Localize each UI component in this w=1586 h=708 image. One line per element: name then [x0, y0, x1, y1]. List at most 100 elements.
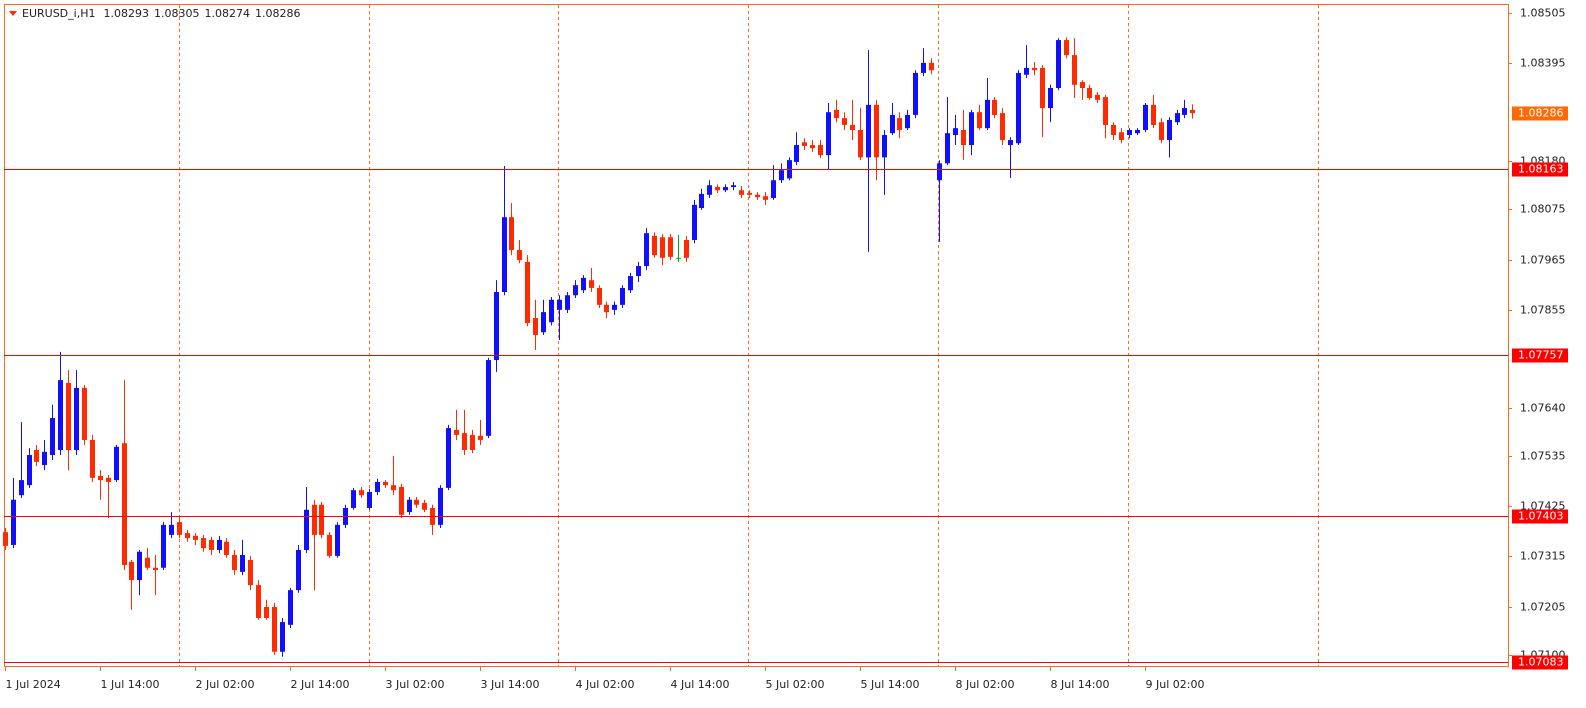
- y-tick-label: 1.08505: [1520, 7, 1566, 20]
- candle-body: [256, 585, 261, 618]
- candle-body: [335, 524, 340, 556]
- candle-body: [502, 217, 507, 293]
- candle-body: [945, 133, 950, 164]
- candle-body: [779, 170, 784, 181]
- candle-body: [185, 533, 190, 539]
- candle-body: [969, 112, 974, 146]
- candle-body: [874, 104, 879, 158]
- candle-body: [1087, 87, 1092, 99]
- price-line-label: 1.07083: [1518, 656, 1564, 669]
- candle-body: [905, 114, 910, 129]
- candle-body: [407, 499, 412, 513]
- y-tick-label: 1.07855: [1520, 304, 1566, 317]
- candle-body: [1111, 124, 1116, 136]
- candle-body: [494, 292, 499, 361]
- candle-body: [1072, 55, 1077, 85]
- candle-body: [42, 451, 47, 466]
- candle-body: [589, 280, 594, 288]
- candle-body: [739, 190, 744, 195]
- candle-body: [224, 541, 229, 555]
- price-line-label: 1.07757: [1518, 349, 1564, 362]
- candle-body: [961, 129, 966, 146]
- candles: [3, 37, 1195, 657]
- price-line-label-box: [1512, 348, 1568, 363]
- x-tick-label: 4 Jul 02:00: [576, 678, 635, 691]
- candle-body: [486, 360, 491, 436]
- header-high: 1.08305: [154, 7, 200, 20]
- candle-body: [1040, 67, 1045, 109]
- candle-body: [1080, 82, 1085, 88]
- candle-body: [264, 607, 269, 618]
- candle-body: [122, 443, 127, 566]
- candle-body: [913, 72, 918, 115]
- candle-body: [454, 429, 459, 435]
- candle-body: [1119, 132, 1124, 141]
- candle-body: [628, 276, 633, 291]
- x-tick-label: 3 Jul 14:00: [481, 678, 540, 691]
- candle-body: [58, 380, 63, 450]
- x-tick-label: 1 Jul 14:00: [101, 678, 160, 691]
- candle-body: [351, 490, 356, 508]
- price-line-label: 1.07403: [1518, 510, 1564, 523]
- x-tick-label: 2 Jul 14:00: [291, 678, 350, 691]
- x-tick-label: 8 Jul 02:00: [956, 678, 1015, 691]
- candle-body: [422, 502, 427, 510]
- candle-body: [557, 299, 562, 310]
- candle-body: [470, 434, 475, 450]
- candle-body: [1135, 129, 1140, 134]
- candle-body: [612, 304, 617, 310]
- candle-body: [1182, 108, 1187, 115]
- candle-body: [794, 145, 799, 162]
- chart-title: EURUSD_i,H1: [22, 7, 95, 20]
- header-close: 1.08286: [255, 7, 301, 20]
- candle-body: [834, 109, 839, 119]
- candle-body: [1095, 94, 1100, 100]
- x-tick-label: 3 Jul 02:00: [386, 678, 445, 691]
- price-line-label: 1.08163: [1518, 163, 1564, 176]
- candle-body: [1056, 40, 1061, 88]
- candle-body: [668, 237, 673, 257]
- candle-body: [802, 142, 807, 146]
- candle-body: [992, 99, 997, 115]
- candle-body: [810, 145, 815, 149]
- x-tick-label: 5 Jul 14:00: [861, 678, 920, 691]
- y-tick-label: 1.07425: [1520, 500, 1566, 513]
- candle-body: [1032, 67, 1037, 71]
- candle-body: [240, 554, 245, 572]
- price-line-label-box: [1512, 509, 1568, 524]
- candle-body: [549, 299, 554, 323]
- candle-body: [201, 538, 206, 549]
- candle-body: [699, 193, 704, 209]
- menu-triangle[interactable]: [9, 11, 17, 16]
- candle-body: [232, 554, 237, 571]
- candle-body: [581, 277, 586, 291]
- candle-body: [177, 522, 182, 535]
- candle-body: [826, 112, 831, 156]
- header-open: 1.08293: [103, 7, 149, 20]
- candle-body: [27, 455, 32, 486]
- candle-body: [414, 499, 419, 505]
- y-tick-label: 1.07205: [1520, 601, 1566, 614]
- candle-body: [446, 428, 451, 488]
- x-tick-label: 4 Jul 14:00: [671, 678, 730, 691]
- candle-body: [375, 481, 380, 492]
- y-tick-label: 1.07965: [1520, 254, 1566, 267]
- candle-body: [248, 560, 253, 586]
- candle-body: [169, 524, 174, 535]
- x-tick-label: 9 Jul 02:00: [1146, 678, 1205, 691]
- candle-body: [50, 418, 55, 456]
- candle-body: [692, 204, 697, 241]
- y-tick-label: 1.07640: [1520, 402, 1566, 415]
- candle-body: [636, 266, 641, 277]
- candle-body: [3, 532, 8, 546]
- candle-body: [1016, 72, 1021, 144]
- candle-body: [1151, 104, 1156, 125]
- candle-body: [977, 112, 982, 129]
- candle-body: [399, 486, 404, 515]
- candle-body: [731, 185, 736, 188]
- candle-body: [19, 480, 24, 496]
- candle-body: [383, 481, 388, 486]
- candle-body: [74, 387, 79, 450]
